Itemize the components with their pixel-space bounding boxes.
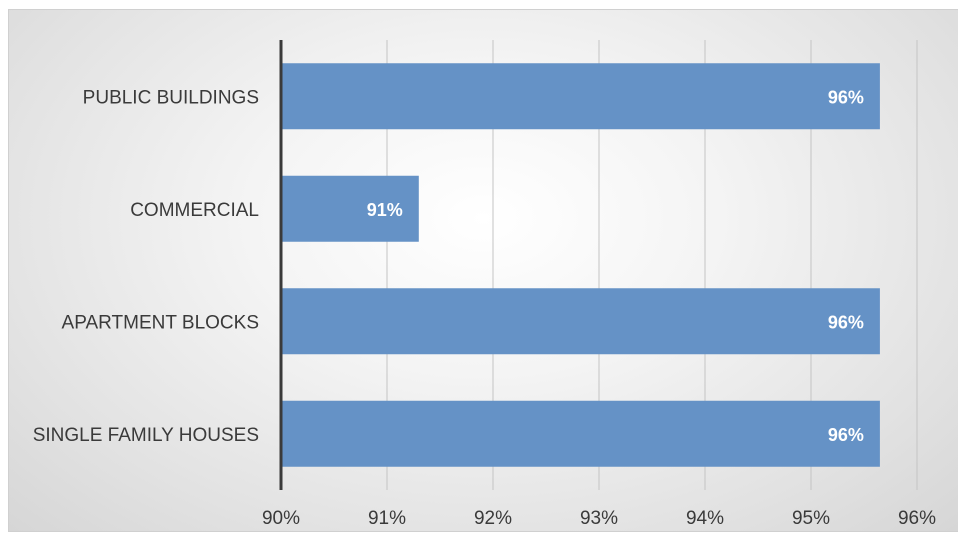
bar bbox=[281, 175, 419, 242]
bar bbox=[281, 288, 880, 355]
data-label: 91% bbox=[367, 200, 403, 220]
bar bbox=[281, 400, 880, 467]
x-tick-label: 94% bbox=[686, 508, 724, 529]
x-tick-label: 91% bbox=[368, 508, 406, 529]
bar bbox=[281, 63, 880, 130]
category-label: COMMERCIAL bbox=[130, 200, 259, 221]
x-tick-label: 92% bbox=[474, 508, 512, 529]
data-label: 96% bbox=[828, 425, 864, 445]
category-label: APARTMENT BLOCKS bbox=[62, 312, 259, 333]
x-tick-label: 95% bbox=[792, 508, 830, 529]
category-label: SINGLE FAMILY HOUSES bbox=[33, 425, 259, 446]
category-label: PUBLIC BUILDINGS bbox=[83, 87, 259, 108]
data-label: 96% bbox=[828, 87, 864, 107]
x-tick-label: 96% bbox=[898, 508, 936, 529]
x-tick-label: 90% bbox=[262, 508, 300, 529]
x-tick-label: 93% bbox=[580, 508, 618, 529]
data-label: 96% bbox=[828, 312, 864, 332]
